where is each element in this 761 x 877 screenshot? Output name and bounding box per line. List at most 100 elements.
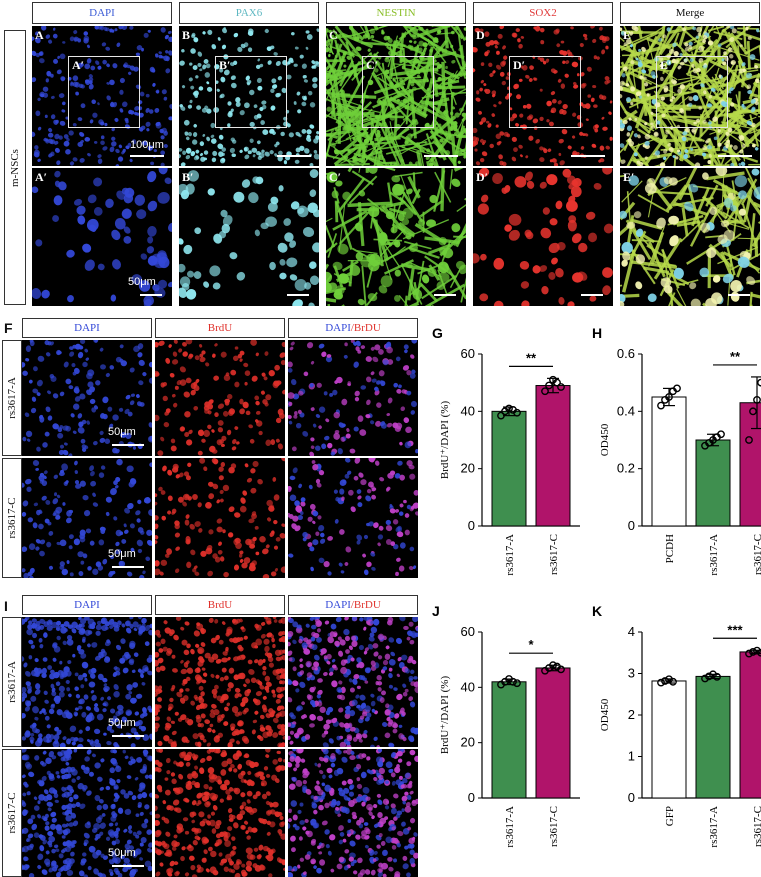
header-brdu: BrdU (155, 595, 285, 615)
scale-bar (277, 155, 311, 157)
panel-label: A (35, 28, 44, 43)
header-text: DAPI/BrDU (325, 599, 381, 611)
row-label-box-rs3617-C: rs3617-C (2, 458, 22, 578)
panel-letter-h: H (592, 325, 602, 341)
row-label: rs3617-A (6, 661, 18, 703)
panel-label: E′ (623, 170, 634, 185)
bar-rs3617-A (492, 682, 526, 798)
header-nestin: NESTIN (326, 2, 466, 24)
y-tick-label: 1 (628, 749, 635, 764)
micrograph-block_f-rs3617-C-1 (155, 458, 285, 578)
inset-label: D′ (513, 58, 525, 73)
bar-rs3617-A (492, 411, 526, 526)
x-tick-label: rs3617-A (504, 806, 516, 848)
panel-label: A′ (35, 170, 47, 185)
y-tick-label: 20 (461, 461, 475, 476)
y-tick-label: 40 (461, 403, 475, 418)
y-tick-label: 2 (628, 707, 635, 722)
micrograph-block_f-rs3617-C-0: 50μm (22, 458, 152, 578)
bar-rs3617-C (536, 668, 570, 798)
panel-label: B (182, 28, 190, 43)
x-tick-label: rs3617-C (752, 806, 761, 847)
bar-rs3617-C (740, 403, 761, 526)
header-sox2: SOX2 (473, 2, 613, 24)
panel-letter-g: G (432, 325, 443, 341)
scale-bar (112, 566, 144, 568)
bar-rs3617-C (740, 652, 761, 798)
x-tick-label: GFP (664, 806, 676, 826)
scale-bar (581, 294, 603, 296)
scale-label: 50μm (108, 847, 136, 859)
micrograph-block_i-rs3617-A-0: 50μm (22, 617, 152, 747)
scale-label: 50μm (128, 276, 156, 288)
scale-bar (434, 294, 456, 296)
y-tick-label: 60 (461, 346, 475, 361)
panel-label: C′ (329, 170, 341, 185)
y-axis-label: OD450 (599, 423, 611, 456)
header-brdu: BrdU (155, 318, 285, 338)
bar-rs3617-A (696, 676, 730, 798)
x-tick-label: rs3617-C (752, 534, 761, 575)
micrograph-nestin-overview: C C′ (326, 26, 466, 166)
micrograph-sox2-zoom: D′ (473, 168, 613, 306)
y-axis-label: BrdU⁺/DAPI (%) (439, 676, 451, 755)
inset-label: C′ (366, 58, 378, 73)
bar-rs3617-A (696, 440, 730, 526)
micrograph-block_i-rs3617-C-2 (288, 749, 418, 877)
y-tick-label: 0 (468, 790, 475, 805)
header-dapi: DAPI (22, 318, 152, 338)
micrograph-block_f-rs3617-C-2 (288, 458, 418, 578)
y-tick-label: 0.6 (617, 346, 635, 361)
scale-bar (424, 155, 458, 157)
micrograph-block_i-rs3617-C-1 (155, 749, 285, 877)
panel-label: C (329, 28, 338, 43)
scale-bar (571, 155, 605, 157)
x-tick-label: PCDH (664, 534, 676, 563)
micrograph-pax6-zoom: B′ (179, 168, 319, 306)
y-tick-label: 0.4 (617, 403, 635, 418)
y-tick-label: 0 (628, 518, 635, 533)
header-dapi-brdu: DAPI/BrDU (288, 318, 418, 338)
scale-bar (728, 294, 750, 296)
micrograph-merge-zoom: E′ (620, 168, 760, 306)
scale-bar (718, 155, 752, 157)
x-tick-label: rs3617-A (504, 534, 516, 576)
scale-label: 100μm (130, 139, 164, 151)
inset-label: B′ (219, 58, 230, 73)
scale-label: 50μm (108, 426, 136, 438)
micrograph-pax6-overview: B B′ (179, 26, 319, 166)
row-label-mnscs: m-NSCs (9, 149, 21, 187)
panel-label: D′ (476, 170, 488, 185)
x-tick-label: rs3617-A (708, 534, 720, 576)
micrograph-nestin-zoom: C′ (326, 168, 466, 306)
scale-bar (130, 155, 164, 157)
micrograph-block_f-rs3617-A-1 (155, 340, 285, 456)
micrograph-block_i-rs3617-C-0: 50μm (22, 749, 152, 877)
x-tick-label: rs3617-C (548, 534, 560, 575)
panel-letter-i: I (4, 598, 8, 614)
scale-bar (112, 735, 144, 737)
bar-PCDH (652, 397, 686, 526)
header-dapi: DAPI (32, 2, 172, 24)
scale-label: 50μm (108, 548, 136, 560)
y-tick-label: 3 (628, 666, 635, 681)
x-tick-label: rs3617-C (548, 806, 560, 847)
row-label-box-mnscs: m-NSCs (4, 30, 26, 305)
y-tick-label: 4 (628, 624, 635, 639)
bar-GFP (652, 681, 686, 798)
header-dapi: DAPI (22, 595, 152, 615)
header-text: DAPI/BrDU (325, 322, 381, 334)
x-tick-label: rs3617-A (708, 806, 720, 848)
header-text: DAPI (74, 322, 100, 334)
bar-rs3617-C (536, 386, 570, 526)
significance-label: * (528, 637, 534, 652)
scale-bar (112, 865, 144, 867)
header-pax6: PAX6 (179, 2, 319, 24)
panel-label: E (623, 28, 631, 43)
y-tick-label: 0 (468, 518, 475, 533)
scale-label: 50μm (108, 717, 136, 729)
